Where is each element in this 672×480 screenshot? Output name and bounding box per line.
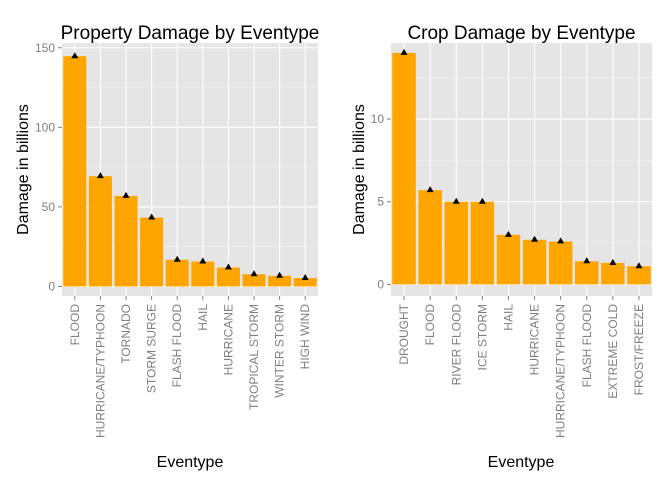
bar-top-marker [426, 186, 434, 193]
bar [548, 241, 573, 285]
bar-top-marker [199, 257, 207, 264]
bar [140, 217, 164, 287]
y-axis-title: Damage in billions [15, 104, 32, 235]
y-tick-label: 0 [48, 279, 55, 293]
x-tick-label: ICE STORM [475, 304, 489, 370]
x-tick-label: HIGH WIND [298, 304, 312, 370]
bar [470, 201, 495, 285]
bar [242, 274, 266, 287]
x-tick-label: HURRICANE/TYPHOON [554, 304, 568, 438]
bar-top-marker [173, 255, 181, 262]
bar [114, 195, 138, 287]
bar-top-marker [250, 270, 258, 277]
bar [522, 239, 547, 285]
bar-top-marker [148, 213, 156, 220]
x-axis-title: Eventype [488, 454, 555, 471]
x-tick-label: HURRICANE [528, 304, 542, 375]
bar [418, 190, 442, 285]
y-tick-label: 5 [377, 195, 384, 209]
bar [63, 56, 87, 287]
bar-top-marker [478, 197, 486, 204]
bar-top-marker [557, 237, 565, 244]
bar [575, 261, 599, 285]
x-tick-label: EXTREME COLD [606, 304, 620, 399]
bar-top-marker [96, 172, 104, 179]
bar [88, 176, 112, 287]
bar-top-marker [504, 230, 512, 237]
y-tick-label: 50 [42, 200, 56, 214]
property-damage-chart: 0 50 100 150 FLOOD HURRICANE/TYPHOON TORNADO ST… [15, 23, 319, 471]
x-tick-label: HURRICANE [221, 304, 235, 375]
bar [444, 201, 468, 285]
bar-top-marker [301, 274, 309, 281]
bar [601, 262, 625, 285]
bar-top-marker [531, 235, 539, 242]
x-tick-label: DROUGHT [397, 303, 411, 364]
x-tick-label: FLOOD [68, 304, 82, 346]
chart-title: Property Damage by Eventype [61, 23, 320, 44]
y-tick-label: 150 [35, 41, 55, 55]
bar-top-marker [224, 263, 232, 270]
x-tick-label: FLASH FLOOD [170, 304, 184, 388]
bar [268, 275, 292, 287]
x-tick-label: WINTER STORM [273, 304, 287, 398]
bar-top-marker [609, 258, 617, 265]
bar [191, 261, 215, 287]
bar [627, 266, 651, 285]
y-tick-label: 0 [377, 277, 384, 291]
bar [496, 234, 521, 285]
bar-top-marker [635, 262, 643, 269]
bar [392, 52, 416, 285]
bar-top-marker [400, 48, 408, 55]
x-tick-label: RIVER FLOOD [449, 304, 463, 386]
x-tick-label: HURRICANE/TYPHOON [93, 304, 107, 438]
x-tick-label: FROST/FREEZE [632, 304, 646, 395]
x-tick-label: TROPICAL STORM [247, 304, 261, 410]
bar-top-marker [583, 257, 591, 264]
bar [216, 267, 240, 287]
x-tick-label: HAIL [196, 304, 210, 331]
bar-top-marker [276, 271, 284, 278]
bar-top-marker [452, 197, 460, 204]
x-tick-label: TORNADO [119, 304, 133, 364]
bar-top-marker [71, 52, 79, 59]
x-tick-label: FLOOD [423, 304, 437, 346]
y-tick-label: 100 [35, 120, 55, 134]
x-axis-title: Eventype [157, 454, 224, 471]
crop-damage-chart: 0 5 10 DROUGHT FLOOD RIVER FLOOD ICE STORM HAIL… [351, 23, 652, 471]
bar-top-marker [122, 191, 130, 198]
bar [165, 259, 189, 287]
chart-title: Crop Damage by Eventype [407, 23, 635, 44]
x-tick-label: STORM SURGE [145, 304, 159, 393]
y-axis-title: Damage in billions [351, 104, 368, 235]
x-tick-label: FLASH FLOOD [580, 304, 594, 388]
bar [293, 278, 317, 287]
x-tick-label: HAIL [501, 304, 515, 331]
y-tick-label: 10 [371, 112, 385, 126]
